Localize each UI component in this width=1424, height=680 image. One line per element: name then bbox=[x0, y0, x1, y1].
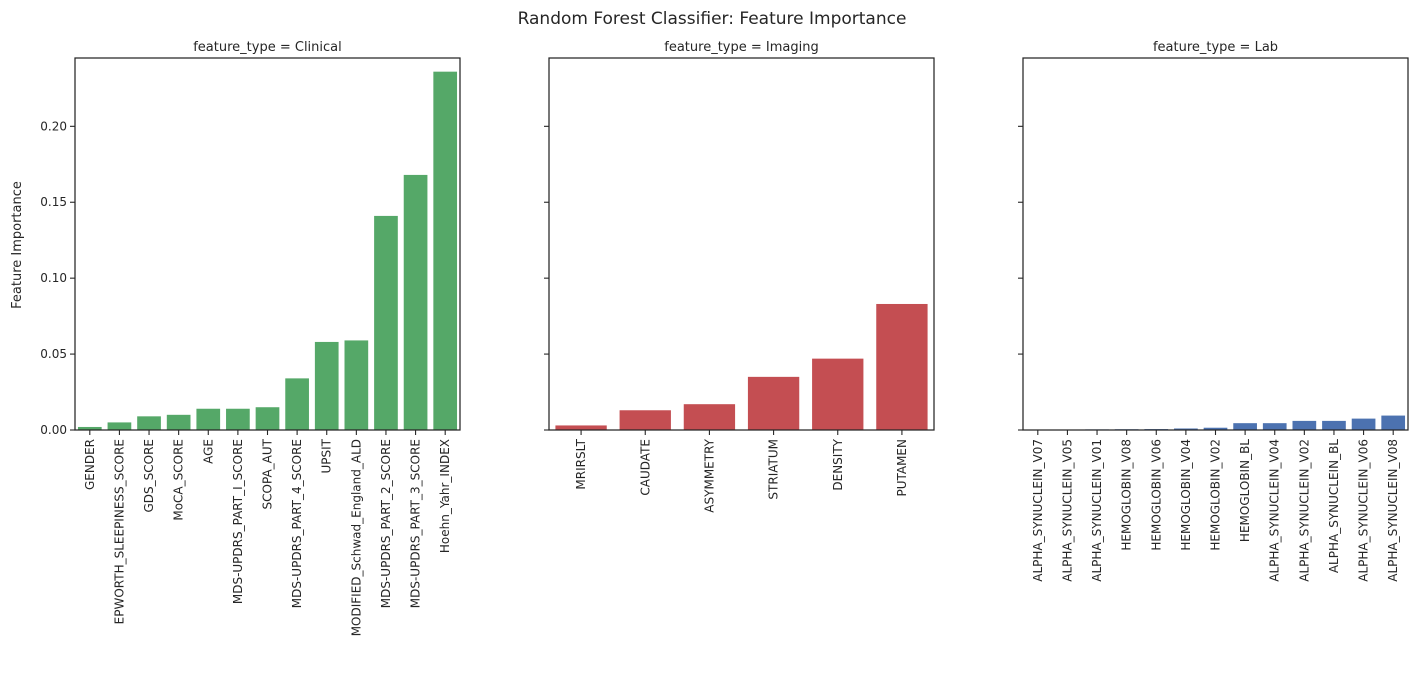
x-tick-label: CAUDATE bbox=[638, 439, 652, 496]
facet-panel: feature_type = Lab ALPHA_SYNUCLEIN_V07 ALP… bbox=[1018, 40, 1409, 582]
x-tick-label: ALPHA_SYNUCLEIN_BL bbox=[1327, 439, 1341, 573]
bar bbox=[196, 408, 221, 430]
x-tick-label: ALPHA_SYNUCLEIN_V01 bbox=[1090, 439, 1104, 582]
x-tick-label: MDS-UPDRS_PART_4_SCORE bbox=[290, 439, 304, 608]
bar bbox=[226, 408, 250, 430]
bar bbox=[812, 358, 864, 430]
x-tick-label: MODIFIED_Schwad_England_ALD bbox=[349, 439, 363, 636]
x-tick-label: ALPHA_SYNUCLEIN_V06 bbox=[1357, 439, 1371, 582]
x-tick-label: UPSIT bbox=[320, 438, 334, 473]
bar bbox=[1292, 420, 1317, 430]
x-tick-label: ASYMMETRY bbox=[702, 438, 716, 512]
figure-title: Random Forest Classifier: Feature Import… bbox=[518, 9, 907, 29]
x-tick-label: PUTAMEN bbox=[895, 439, 909, 497]
x-tick-label: GENDER bbox=[83, 439, 97, 490]
x-tick-label: ALPHA_SYNUCLEIN_V04 bbox=[1268, 439, 1282, 582]
bar bbox=[166, 414, 191, 430]
bar bbox=[1203, 427, 1228, 430]
bar bbox=[255, 407, 280, 430]
bar bbox=[1351, 418, 1376, 430]
bar bbox=[1233, 423, 1257, 430]
facet-panel: feature_type = Imaging MRIRSLT CAUDATE ASYM… bbox=[544, 40, 935, 513]
bar bbox=[619, 410, 671, 430]
bar bbox=[555, 425, 607, 430]
x-tick-label: MRIRSLT bbox=[574, 438, 588, 489]
bar bbox=[683, 404, 736, 430]
x-tick-label: Hoehn_Yahr_INDEX bbox=[438, 439, 452, 553]
x-tick-label: MDS-UPDRS_PART_2_SCORE bbox=[379, 439, 393, 608]
y-tick-label: 0.15 bbox=[40, 195, 67, 209]
x-tick-label: MDS-UPDRS_PART_I_SCORE bbox=[231, 439, 245, 604]
facet-title: feature_type = Lab bbox=[1153, 40, 1278, 55]
x-tick-label: ALPHA_SYNUCLEIN_V02 bbox=[1297, 439, 1311, 582]
axes-frame bbox=[74, 57, 461, 431]
y-tick-label: 0.10 bbox=[40, 271, 67, 285]
bar bbox=[747, 376, 800, 430]
bar bbox=[433, 71, 458, 430]
y-tick-label: 0.20 bbox=[40, 119, 67, 133]
axes-frame bbox=[548, 57, 935, 431]
x-tick-label: ALPHA_SYNUCLEIN_V07 bbox=[1031, 439, 1045, 582]
x-tick-label: HEMOGLOBIN_BL bbox=[1238, 439, 1252, 542]
facet-title: feature_type = Clinical bbox=[193, 40, 342, 55]
x-tick-label: STRIATUM bbox=[767, 439, 781, 500]
bar bbox=[107, 422, 132, 430]
facet-title: feature_type = Imaging bbox=[664, 40, 818, 55]
y-tick-label: 0.00 bbox=[40, 423, 67, 437]
bar bbox=[876, 303, 928, 430]
y-axis-label: Feature Importance bbox=[10, 181, 25, 309]
facet-panel: feature_type = Clinical GENDER EPWORTH_SLE… bbox=[40, 40, 461, 636]
bar bbox=[314, 341, 339, 430]
x-tick-label: SCOPA_AUT bbox=[261, 438, 275, 509]
x-tick-label: ALPHA_SYNUCLEIN_V05 bbox=[1060, 439, 1074, 582]
x-tick-label: GDS_SCORE bbox=[142, 439, 156, 513]
axes-frame bbox=[1022, 57, 1409, 431]
bar bbox=[77, 426, 102, 430]
x-tick-label: ALPHA_SYNUCLEIN_V08 bbox=[1386, 439, 1400, 582]
x-tick-label: MoCA_SCORE bbox=[172, 439, 186, 521]
x-tick-label: AGE bbox=[201, 439, 215, 464]
bar bbox=[137, 416, 161, 430]
facet-panels: feature_type = Clinical GENDER EPWORTH_SLE… bbox=[40, 40, 1409, 636]
x-tick-label: HEMOGLOBIN_V02 bbox=[1209, 439, 1223, 551]
x-tick-label: MDS-UPDRS_PART_3_SCORE bbox=[409, 439, 423, 608]
bar bbox=[403, 174, 428, 430]
bar bbox=[285, 378, 309, 430]
bar bbox=[344, 340, 369, 430]
bar bbox=[1262, 423, 1287, 430]
bar bbox=[1381, 415, 1406, 430]
bar bbox=[374, 215, 398, 430]
x-tick-label: HEMOGLOBIN_V06 bbox=[1149, 439, 1163, 551]
x-tick-label: EPWORTH_SLEEPINESS_SCORE bbox=[112, 439, 126, 624]
bar bbox=[1174, 428, 1198, 430]
x-tick-label: HEMOGLOBIN_V04 bbox=[1179, 439, 1193, 551]
x-tick-label: HEMOGLOBIN_V08 bbox=[1120, 439, 1134, 551]
y-tick-label: 0.05 bbox=[40, 347, 67, 361]
x-tick-label: DENSITY bbox=[831, 438, 845, 490]
bar bbox=[1322, 420, 1346, 430]
